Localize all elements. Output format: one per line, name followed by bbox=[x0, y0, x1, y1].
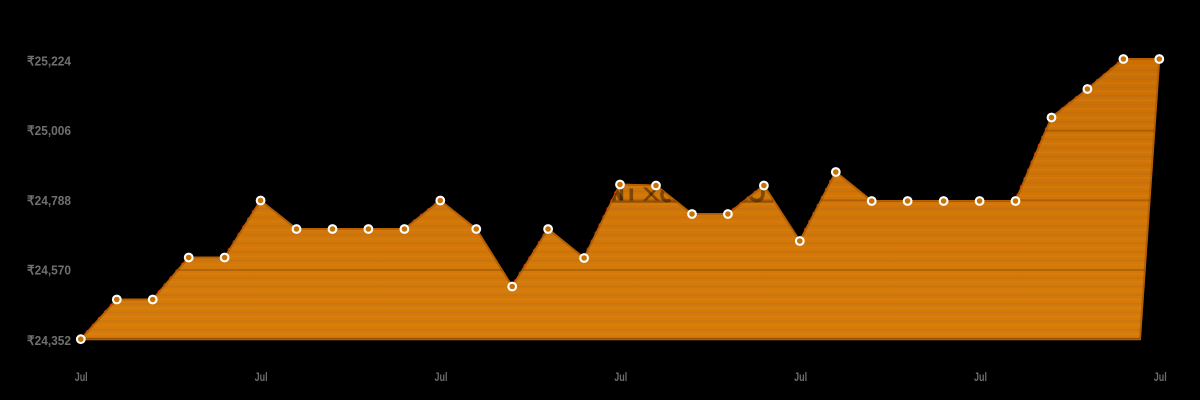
svg-text:₹24,570: ₹24,570 bbox=[27, 263, 71, 278]
svg-text:Jul: Jul bbox=[1154, 370, 1167, 384]
svg-text:Jul: Jul bbox=[75, 370, 88, 384]
svg-text:Jul: Jul bbox=[614, 370, 627, 384]
svg-text:Jul: Jul bbox=[974, 370, 987, 384]
svg-text:₹24,788: ₹24,788 bbox=[27, 193, 71, 208]
svg-text:Jul: Jul bbox=[435, 370, 448, 384]
svg-text:₹24,352: ₹24,352 bbox=[27, 333, 71, 348]
svg-text:Jul: Jul bbox=[794, 370, 807, 384]
svg-text:₹25,006: ₹25,006 bbox=[27, 123, 71, 138]
svg-text:Jul: Jul bbox=[255, 370, 268, 384]
svg-text:₹25,224: ₹25,224 bbox=[27, 54, 72, 69]
